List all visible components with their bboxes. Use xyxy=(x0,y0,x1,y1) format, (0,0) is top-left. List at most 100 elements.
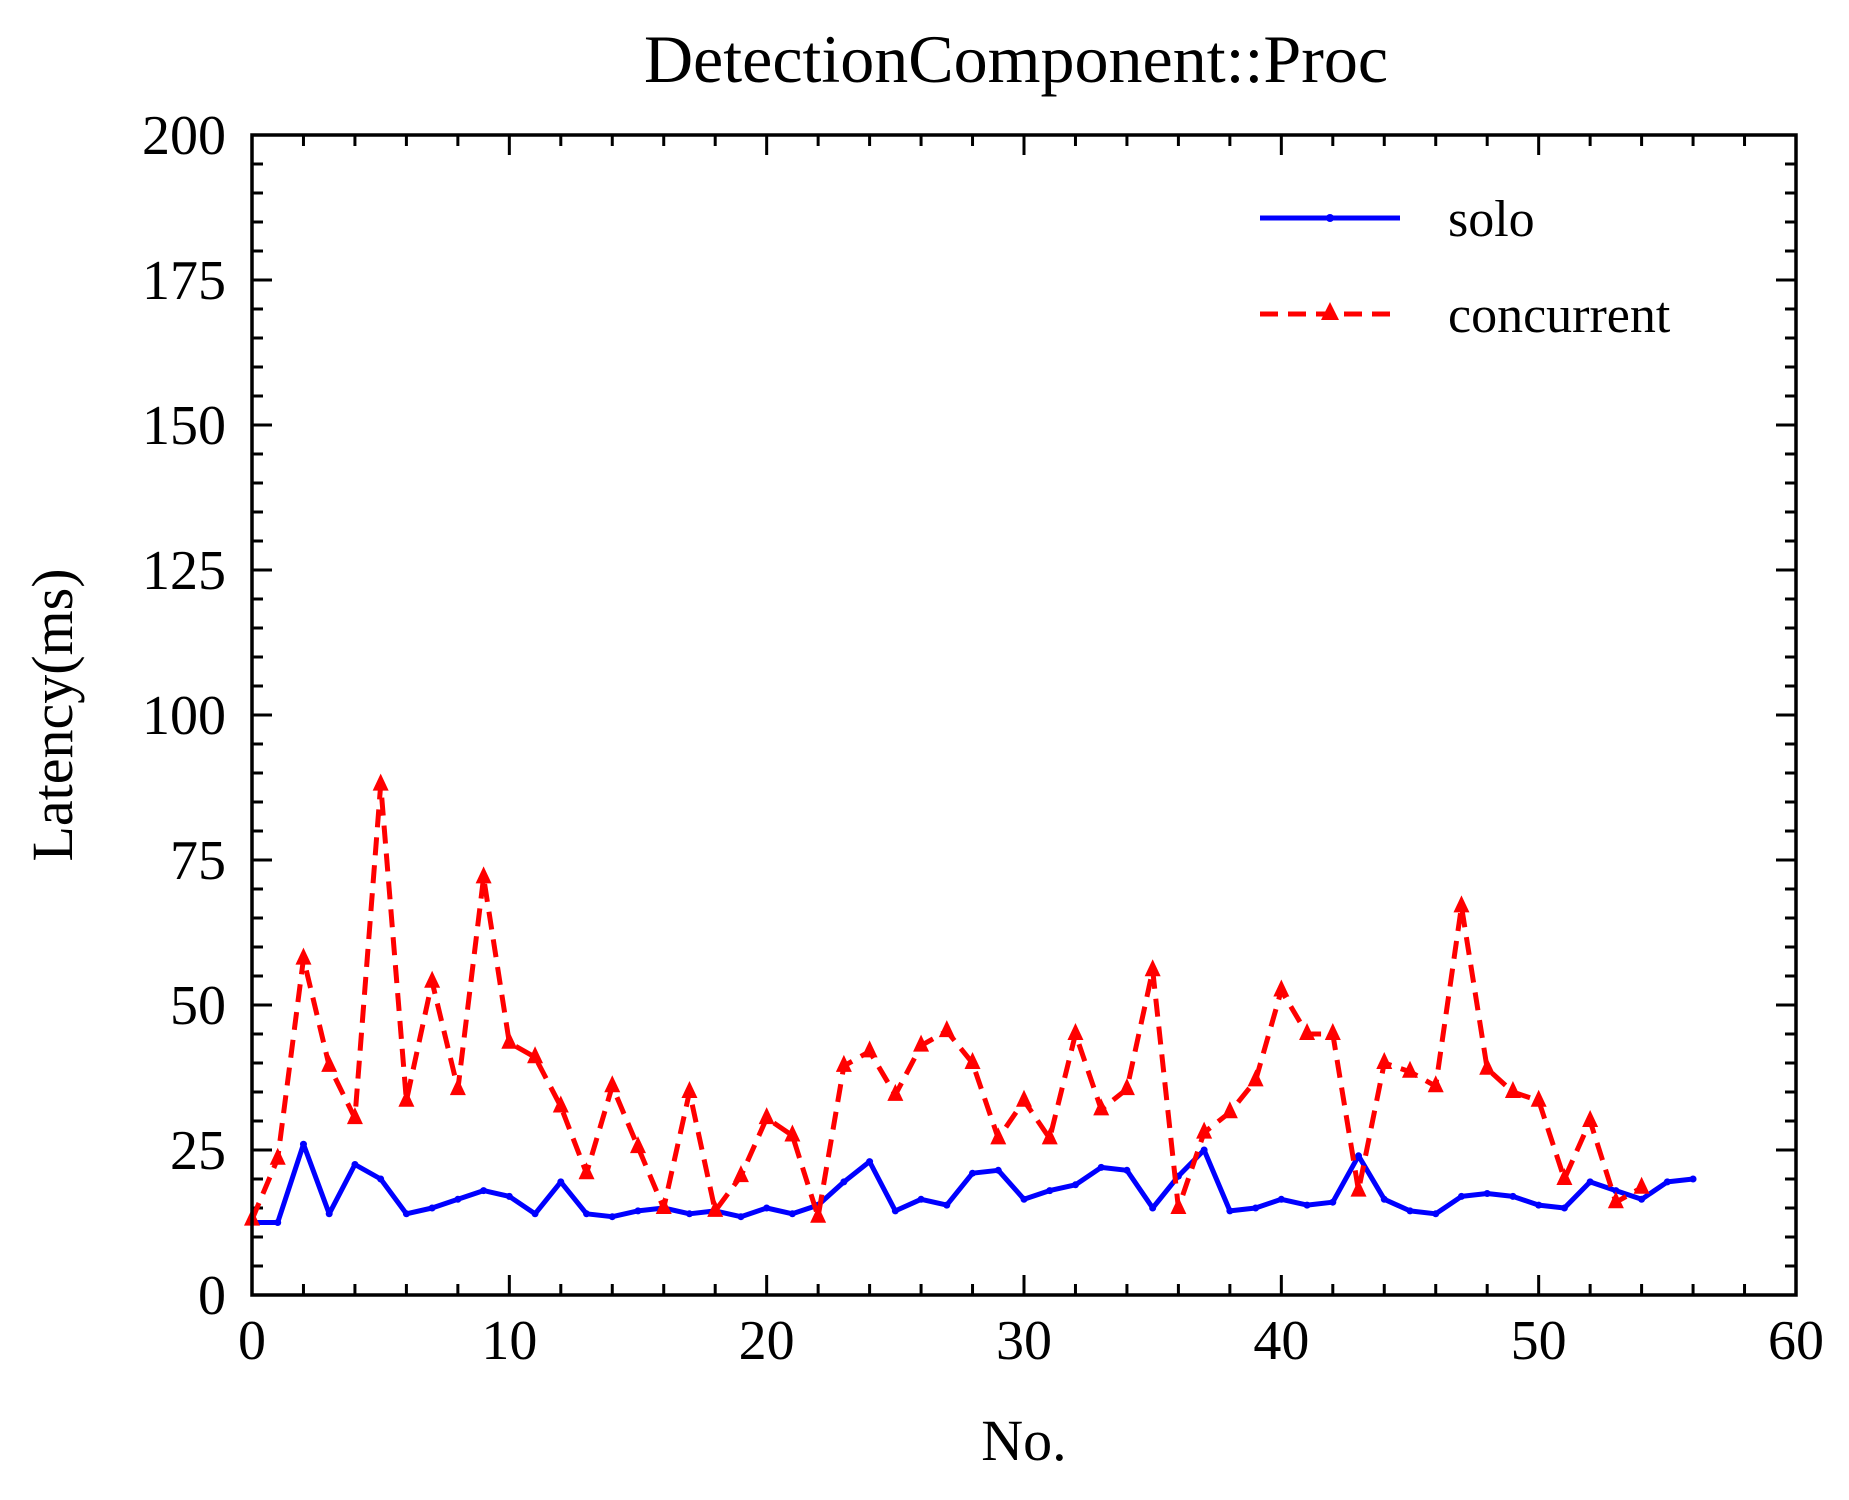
x-tick-label: 20 xyxy=(739,1310,795,1372)
data-point-concurrent xyxy=(861,1040,878,1058)
data-point-solo xyxy=(583,1210,591,1218)
y-tick-label: 25 xyxy=(170,1120,226,1182)
data-point-solo xyxy=(1663,1178,1671,1186)
data-point-solo xyxy=(1046,1187,1054,1195)
data-point-concurrent xyxy=(913,1034,930,1052)
data-point-concurrent xyxy=(1273,979,1290,997)
data-point-solo xyxy=(1226,1207,1234,1215)
data-point-concurrent xyxy=(1556,1168,1573,1185)
y-tick-label: 175 xyxy=(142,250,226,312)
data-point-solo xyxy=(1509,1192,1517,1200)
data-point-solo xyxy=(1457,1192,1465,1200)
data-point-solo xyxy=(1252,1204,1260,1212)
x-tick-label: 0 xyxy=(238,1310,266,1372)
data-point-concurrent xyxy=(1221,1101,1238,1119)
series-concurrent xyxy=(244,773,1650,1226)
data-point-solo xyxy=(1638,1195,1646,1203)
data-point-concurrent xyxy=(990,1127,1007,1145)
data-point-concurrent xyxy=(1530,1089,1547,1107)
data-point-solo xyxy=(1380,1195,1388,1203)
data-point-solo xyxy=(1329,1198,1337,1206)
x-tick-label: 50 xyxy=(1511,1310,1567,1372)
data-point-solo xyxy=(1097,1163,1105,1171)
data-point-solo xyxy=(299,1140,307,1148)
data-point-solo xyxy=(557,1178,565,1186)
tick-labels: 0 10 20 30 40 50 60 0 25 50 75 100 125 150 175 200 xyxy=(142,105,1824,1372)
data-point-concurrent xyxy=(1633,1176,1650,1194)
data-point-concurrent xyxy=(887,1083,904,1101)
data-point-concurrent xyxy=(1196,1121,1213,1139)
data-point-concurrent xyxy=(1144,959,1161,977)
data-point-solo xyxy=(737,1213,745,1221)
data-point-concurrent xyxy=(964,1052,981,1069)
data-point-solo xyxy=(1355,1152,1363,1160)
data-point-solo xyxy=(891,1207,899,1215)
data-point-solo xyxy=(1071,1181,1079,1189)
series-line-concurrent xyxy=(249,782,1643,1221)
data-point-concurrent xyxy=(707,1199,724,1217)
data-point-concurrent xyxy=(295,947,312,965)
data-point-concurrent xyxy=(604,1075,621,1093)
data-point-solo xyxy=(840,1178,848,1186)
data-point-concurrent xyxy=(372,773,389,791)
data-point-concurrent xyxy=(732,1165,749,1183)
data-point-concurrent xyxy=(1299,1023,1316,1040)
x-tick-label: 30 xyxy=(996,1310,1052,1372)
y-tick-label: 0 xyxy=(198,1265,226,1327)
data-point-concurrent xyxy=(1402,1060,1418,1078)
data-point-solo xyxy=(634,1207,642,1215)
data-point-concurrent xyxy=(1504,1081,1521,1098)
data-point-solo xyxy=(1560,1204,1568,1212)
data-point-solo xyxy=(608,1213,616,1221)
data-point-concurrent xyxy=(1582,1110,1599,1127)
data-point-concurrent xyxy=(1093,1098,1110,1116)
data-point-solo xyxy=(866,1158,874,1166)
data-point-concurrent xyxy=(501,1031,518,1049)
y-tick-label: 150 xyxy=(142,395,226,457)
data-point-concurrent xyxy=(321,1054,338,1072)
y-tick-label: 50 xyxy=(170,975,226,1037)
legend: solo concurrent xyxy=(1260,191,1671,344)
data-point-concurrent xyxy=(681,1081,698,1098)
data-point-solo xyxy=(969,1169,977,1177)
data-point-solo xyxy=(274,1219,282,1226)
data-point-concurrent xyxy=(1427,1075,1444,1093)
y-tick-label: 200 xyxy=(142,105,226,167)
data-point-solo xyxy=(763,1204,771,1212)
data-point-concurrent xyxy=(424,970,441,988)
data-point-solo xyxy=(994,1166,1002,1174)
data-point-concurrent xyxy=(1067,1023,1084,1040)
data-point-solo xyxy=(1123,1166,1131,1174)
data-point-concurrent xyxy=(449,1078,466,1096)
data-point-concurrent xyxy=(1350,1179,1367,1197)
data-point-solo xyxy=(1149,1204,1157,1212)
x-tick-label: 60 xyxy=(1768,1310,1824,1372)
data-point-solo xyxy=(1535,1201,1543,1209)
data-point-solo xyxy=(1303,1201,1311,1209)
data-point-concurrent xyxy=(1041,1127,1058,1145)
data-point-concurrent xyxy=(1016,1089,1032,1107)
data-point-solo xyxy=(1277,1195,1285,1203)
data-point-concurrent xyxy=(784,1124,801,1142)
legend-label-solo: solo xyxy=(1448,191,1535,248)
series-solo xyxy=(248,1140,1697,1226)
series-line-solo xyxy=(252,1141,1694,1225)
data-point-solo xyxy=(1689,1175,1697,1183)
data-point-concurrent xyxy=(578,1162,595,1180)
data-point-concurrent xyxy=(1479,1057,1496,1075)
y-tick-label: 125 xyxy=(142,540,226,602)
legend-label-concurrent: concurrent xyxy=(1448,287,1671,344)
data-point-concurrent xyxy=(1453,895,1470,913)
data-point-concurrent xyxy=(938,1020,955,1038)
data-point-concurrent xyxy=(552,1095,569,1113)
y-tick-label: 75 xyxy=(170,830,226,892)
legend-solo-marker xyxy=(1326,214,1334,222)
series-layer xyxy=(244,773,1697,1226)
y-tick-label: 100 xyxy=(142,685,226,747)
data-point-solo xyxy=(325,1210,333,1218)
legend-concurrent-marker xyxy=(1321,302,1339,320)
y-axis-label: Latency(ms) xyxy=(20,568,85,861)
chart-title: DetectionComponent::Proc xyxy=(644,21,1388,97)
data-point-solo xyxy=(1586,1178,1594,1186)
data-point-solo xyxy=(402,1210,410,1218)
